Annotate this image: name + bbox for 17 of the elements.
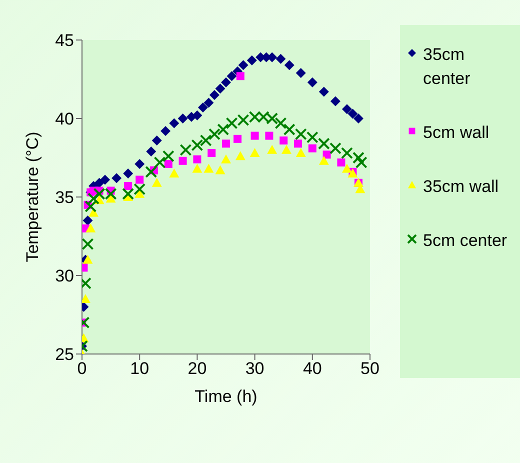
y-axis-title: Temperature (°C) — [23, 132, 42, 262]
x-tick-label: 10 — [130, 359, 150, 378]
x-tick-label: 20 — [188, 359, 207, 378]
y-tick-label: 25 — [55, 345, 74, 364]
legend-label: 5cm wall — [423, 122, 490, 144]
x-tick-label: 40 — [302, 359, 322, 378]
legend-label: 5cm center — [423, 230, 508, 252]
x-tick-label: 50 — [360, 359, 380, 378]
y-tick-label: 40 — [55, 110, 74, 129]
legend-label: 35cm center — [423, 44, 472, 90]
x-tick-label: 30 — [245, 359, 264, 378]
y-tick-label: 30 — [55, 266, 74, 286]
legend-label: 35cm wall — [423, 176, 500, 198]
x-axis-title: Time (h) — [194, 387, 258, 406]
x-tick-label: 0 — [77, 359, 87, 378]
y-tick-label: 45 — [55, 31, 74, 50]
y-tick-label: 35 — [55, 188, 74, 208]
